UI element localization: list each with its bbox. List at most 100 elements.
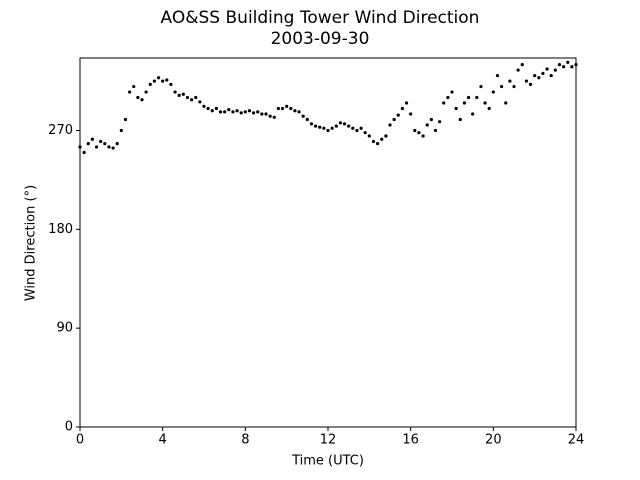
- data-point: [256, 110, 260, 114]
- x-tick-label: 20: [485, 433, 502, 448]
- data-point: [111, 146, 115, 150]
- data-point: [512, 84, 516, 89]
- data-point: [508, 79, 512, 83]
- data-point: [223, 110, 227, 114]
- data-point: [227, 108, 231, 112]
- data-point: [161, 79, 165, 83]
- data-point: [181, 92, 185, 96]
- data-point: [524, 79, 529, 83]
- data-point: [342, 122, 347, 126]
- data-point: [384, 134, 388, 138]
- data-point: [90, 137, 94, 141]
- data-point: [566, 60, 570, 64]
- data-point: [458, 117, 462, 122]
- data-point: [132, 84, 136, 89]
- data-point: [471, 112, 475, 116]
- data-point: [107, 145, 111, 149]
- data-point: [528, 82, 533, 86]
- data-point: [421, 134, 425, 138]
- data-point: [429, 117, 433, 122]
- data-point: [94, 145, 99, 149]
- data-point: [462, 101, 466, 105]
- data-point: [243, 110, 247, 114]
- x-tick-label: 12: [320, 433, 337, 448]
- data-point: [491, 90, 495, 94]
- data-point: [322, 126, 326, 130]
- x-tick-label: 24: [568, 433, 585, 448]
- data-point: [351, 126, 355, 130]
- data-point: [202, 104, 206, 108]
- data-point: [128, 90, 132, 94]
- data-point: [206, 106, 210, 111]
- data-point: [392, 117, 396, 122]
- data-point: [334, 124, 338, 128]
- data-point: [305, 117, 309, 122]
- data-point: [500, 84, 504, 89]
- data-point: [276, 106, 280, 111]
- data-point: [388, 123, 392, 127]
- data-point: [545, 67, 549, 71]
- data-point: [363, 131, 367, 135]
- data-point: [541, 71, 545, 75]
- data-point: [425, 123, 429, 127]
- data-point: [280, 106, 285, 111]
- x-tick-label: 16: [402, 433, 419, 448]
- data-point: [214, 106, 218, 111]
- data-point: [264, 112, 268, 116]
- data-point: [359, 126, 363, 130]
- data-point: [194, 95, 198, 100]
- data-point: [371, 139, 376, 144]
- data-point: [367, 134, 371, 138]
- data-point: [297, 110, 301, 114]
- data-point: [140, 98, 144, 102]
- data-point: [433, 128, 438, 133]
- chart-subtitle: 2003-09-30: [271, 29, 370, 49]
- data-point: [338, 121, 342, 125]
- data-point: [562, 65, 566, 69]
- axes-frame: [79, 57, 577, 428]
- data-point: [413, 128, 417, 133]
- y-tick-label: 270: [48, 123, 73, 138]
- data-point: [123, 117, 128, 122]
- data-point: [103, 142, 107, 146]
- data-point: [210, 109, 214, 113]
- data-point: [190, 98, 194, 102]
- data-point: [252, 111, 256, 115]
- data-point: [330, 126, 334, 130]
- data-point: [376, 142, 380, 146]
- data-point: [326, 128, 330, 133]
- data-point: [404, 101, 409, 105]
- data-point: [475, 95, 479, 100]
- data-point: [446, 95, 450, 100]
- data-point: [516, 68, 520, 72]
- data-point: [231, 110, 235, 114]
- y-tick-label: 0: [65, 420, 73, 435]
- data-point: [99, 139, 103, 144]
- data-point: [198, 100, 202, 104]
- data-point: [380, 137, 384, 141]
- data-point: [218, 110, 223, 114]
- data-point: [466, 95, 471, 100]
- data-point: [417, 131, 421, 135]
- x-tick-label: 8: [241, 433, 249, 448]
- data-point: [438, 120, 442, 124]
- data-point: [309, 122, 314, 126]
- chart-title: AO&SS Building Tower Wind Direction: [161, 8, 480, 28]
- data-point: [173, 90, 177, 94]
- data-point: [347, 124, 351, 128]
- y-tick-label: 90: [56, 321, 73, 336]
- y-tick-label: 180: [48, 222, 73, 237]
- data-point: [450, 90, 454, 94]
- data-point: [289, 106, 293, 111]
- data-point: [318, 125, 322, 129]
- data-point: [442, 101, 446, 105]
- data-point: [301, 114, 305, 118]
- data-point: [495, 73, 500, 78]
- data-point: [483, 101, 487, 105]
- data-point: [148, 82, 152, 86]
- data-point: [553, 68, 557, 72]
- data-point: [549, 73, 553, 78]
- data-point: [409, 112, 413, 116]
- data-point: [400, 106, 404, 111]
